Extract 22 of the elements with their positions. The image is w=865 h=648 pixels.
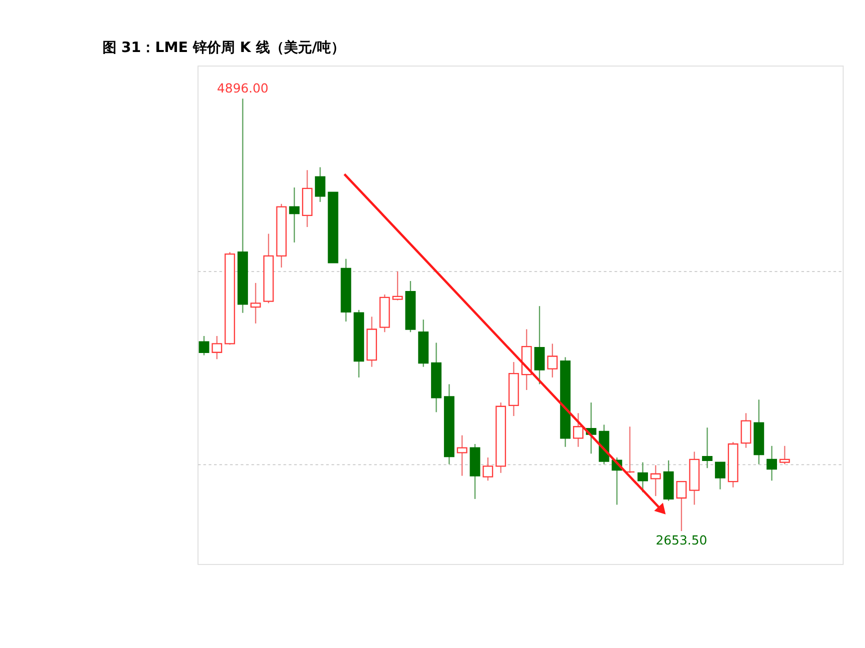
- candlestick: [547, 343, 558, 378]
- candlestick: [676, 481, 687, 532]
- candlestick: [573, 412, 584, 448]
- chart-title: 图 31：LME 锌价周 K 线（美元/吨）: [102, 39, 346, 56]
- candlestick: [714, 462, 726, 490]
- candlestick: [638, 462, 648, 493]
- candlestick: [198, 335, 210, 356]
- candlestick: [779, 445, 790, 465]
- annotation: 2653.50: [656, 532, 708, 548]
- candlestick: [212, 335, 222, 360]
- candlestick: [392, 270, 403, 301]
- annotation: 4896.00: [217, 80, 269, 96]
- candlestick: [456, 434, 468, 476]
- candlestick: [766, 445, 778, 482]
- candlestick: [534, 306, 545, 385]
- candlestick: [250, 282, 261, 324]
- candlestick: [482, 456, 494, 482]
- candlestick: [314, 166, 326, 203]
- candlestick: [702, 427, 712, 469]
- candlestick: [650, 464, 661, 497]
- candlestick: [289, 186, 300, 244]
- candlestick: [740, 412, 752, 448]
